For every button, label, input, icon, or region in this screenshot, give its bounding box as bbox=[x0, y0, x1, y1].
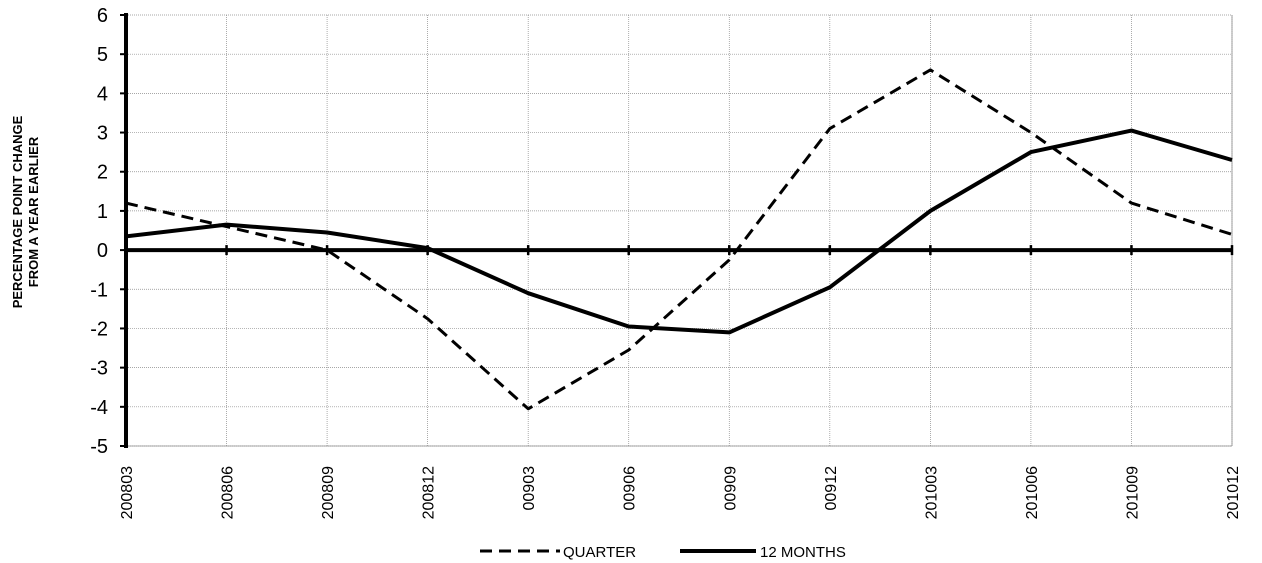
x-tick-label: 201009 bbox=[1124, 466, 1141, 519]
y-tick-labels: 6 5 4 3 2 1 0 -1 -2 -3 -4 -5 bbox=[90, 5, 108, 458]
x-tick-label: 00906 bbox=[622, 466, 639, 511]
y-axis-label: PERCENTAGE POINT CHANGE FROM A YEAR EARL… bbox=[10, 115, 41, 308]
x-tick-label: 00912 bbox=[823, 466, 840, 511]
y-tick-label: 3 bbox=[97, 123, 108, 145]
y-tick-label: 5 bbox=[97, 44, 108, 66]
y-tick-label: -3 bbox=[90, 358, 108, 380]
x-tick-label: 200812 bbox=[421, 466, 438, 519]
y-tick-label: 4 bbox=[97, 83, 108, 105]
legend: QUARTER 12 MONTHS bbox=[480, 544, 846, 561]
series-lines bbox=[125, 68, 1233, 411]
y-tick-label: -2 bbox=[90, 318, 108, 340]
x-tick-label: 00903 bbox=[521, 466, 538, 511]
y-axis-label-line-2: FROM A YEAR EARLIER bbox=[26, 136, 41, 287]
y-tick-label: 0 bbox=[97, 240, 108, 262]
x-tick-label: 200803 bbox=[119, 466, 136, 519]
x-tick-label: 200809 bbox=[320, 466, 337, 519]
x-tick-label: 201012 bbox=[1225, 466, 1242, 519]
legend-quarter-label: QUARTER bbox=[563, 544, 636, 561]
x-tick-labels: 200803 200806 200809 200812 00903 00906 00909 0… bbox=[119, 466, 1242, 519]
x-tick-label: 201006 bbox=[1024, 466, 1041, 519]
x-tick-label: 00909 bbox=[722, 466, 739, 511]
x-tick-label: 200806 bbox=[220, 466, 237, 519]
y-axis-label-line-1: PERCENTAGE POINT CHANGE bbox=[10, 115, 25, 308]
y-tick-label: -4 bbox=[90, 397, 108, 419]
x-tick-label: 201003 bbox=[923, 466, 940, 519]
series-line-12-months bbox=[125, 128, 1233, 335]
y-tick-label: 6 bbox=[97, 5, 108, 27]
legend-12-months-label: 12 MONTHS bbox=[760, 544, 846, 561]
series-line-quarter bbox=[125, 68, 1233, 411]
y-tick-label: 2 bbox=[97, 162, 108, 184]
y-tick-label: -1 bbox=[90, 279, 108, 301]
y-tick-label: 1 bbox=[97, 201, 108, 223]
y-tick-label: -5 bbox=[90, 436, 108, 458]
